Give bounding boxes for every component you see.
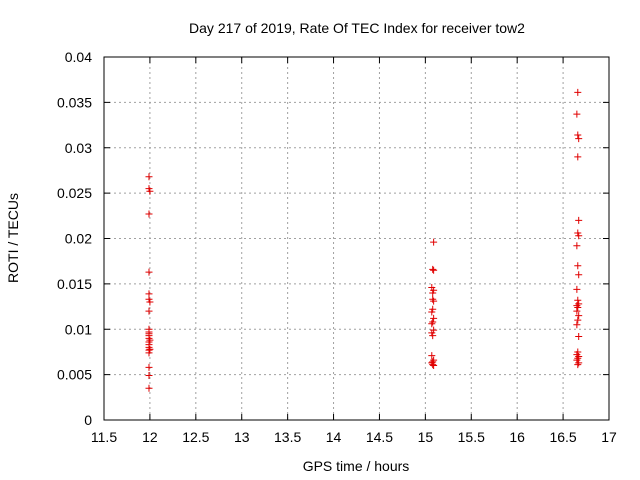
- data-point: [574, 153, 582, 161]
- data-point: [575, 271, 583, 279]
- x-tick-label: 16.5: [549, 429, 576, 445]
- data-point: [430, 297, 438, 305]
- y-axis-label: ROTI / TECUs: [5, 193, 21, 283]
- data-point: [146, 345, 154, 353]
- data-point: [429, 265, 437, 273]
- data-point: [430, 362, 438, 370]
- data-point: [430, 238, 438, 246]
- y-tick-label: 0.005: [57, 367, 92, 383]
- data-point: [429, 361, 437, 369]
- data-point: [573, 285, 581, 293]
- data-point: [575, 333, 583, 341]
- data-point: [573, 321, 581, 329]
- y-tick-label: 0.04: [65, 49, 92, 65]
- data-point: [429, 289, 437, 297]
- x-tick-label: 12.5: [182, 429, 209, 445]
- x-tick-label: 17: [601, 429, 617, 445]
- data-point: [429, 332, 437, 340]
- data-point: [430, 314, 438, 322]
- data-point: [574, 88, 582, 96]
- x-tick-label: 11.5: [91, 429, 117, 445]
- data-point: [428, 308, 436, 316]
- data-point: [575, 352, 583, 360]
- data-point: [145, 349, 153, 357]
- data-point: [146, 187, 154, 195]
- x-tick-label: 14.5: [366, 429, 393, 445]
- x-tick-label: 15.5: [458, 429, 485, 445]
- data-point: [575, 359, 583, 367]
- data-point: [574, 296, 582, 304]
- y-tick-label: 0.015: [57, 276, 92, 292]
- data-point: [429, 318, 437, 326]
- y-tick-label: 0.03: [65, 140, 92, 156]
- x-tick-label: 15: [418, 429, 434, 445]
- data-point: [428, 320, 436, 328]
- data-point: [575, 232, 583, 240]
- chart-title: Day 217 of 2019, Rate Of TEC Index for r…: [189, 20, 525, 36]
- data-point: [146, 298, 154, 306]
- data-point: [574, 303, 582, 311]
- data-point: [574, 354, 582, 362]
- x-tick-label: 13: [234, 429, 250, 445]
- data-point: [145, 384, 153, 392]
- data-point: [574, 316, 582, 324]
- data-point: [575, 216, 583, 224]
- x-axis: 11.5 12 12.5 13 13.5 14 14.5 15 15.5 16 16.5 17: [91, 57, 617, 445]
- y-tick-label: 0.01: [65, 321, 92, 337]
- data-point: [145, 268, 153, 276]
- x-tick-label: 13.5: [274, 429, 301, 445]
- y-tick-label: 0: [84, 412, 92, 428]
- x-tick-label: 16: [509, 429, 525, 445]
- data-point: [574, 361, 582, 369]
- data-point: [145, 210, 153, 218]
- data-point: [428, 352, 436, 360]
- data-point: [575, 312, 583, 320]
- y-axis: 0 0.005 0.01 0.015 0.02 0.025 0.03 0.035 0.04: [57, 49, 609, 428]
- data-point: [146, 336, 154, 344]
- y-tick-label: 0.02: [65, 231, 92, 247]
- x-axis-label: GPS time / hours: [303, 458, 410, 474]
- data-point: [145, 307, 153, 315]
- data-point: [575, 300, 583, 308]
- grid-lines: [104, 57, 609, 420]
- data-markers: [145, 88, 583, 392]
- data-point: [574, 262, 582, 270]
- y-tick-label: 0.035: [57, 94, 92, 110]
- data-point: [145, 372, 153, 380]
- data-point: [574, 131, 582, 139]
- data-point: [575, 135, 583, 143]
- data-point: [573, 242, 581, 250]
- x-tick-label: 12: [142, 429, 158, 445]
- data-point: [573, 307, 581, 315]
- x-tick-label: 14: [326, 429, 342, 445]
- data-point: [573, 110, 581, 118]
- data-point: [429, 295, 437, 303]
- data-point: [145, 173, 153, 181]
- data-point: [430, 266, 438, 274]
- data-point: [145, 363, 153, 371]
- y-tick-label: 0.025: [57, 185, 92, 201]
